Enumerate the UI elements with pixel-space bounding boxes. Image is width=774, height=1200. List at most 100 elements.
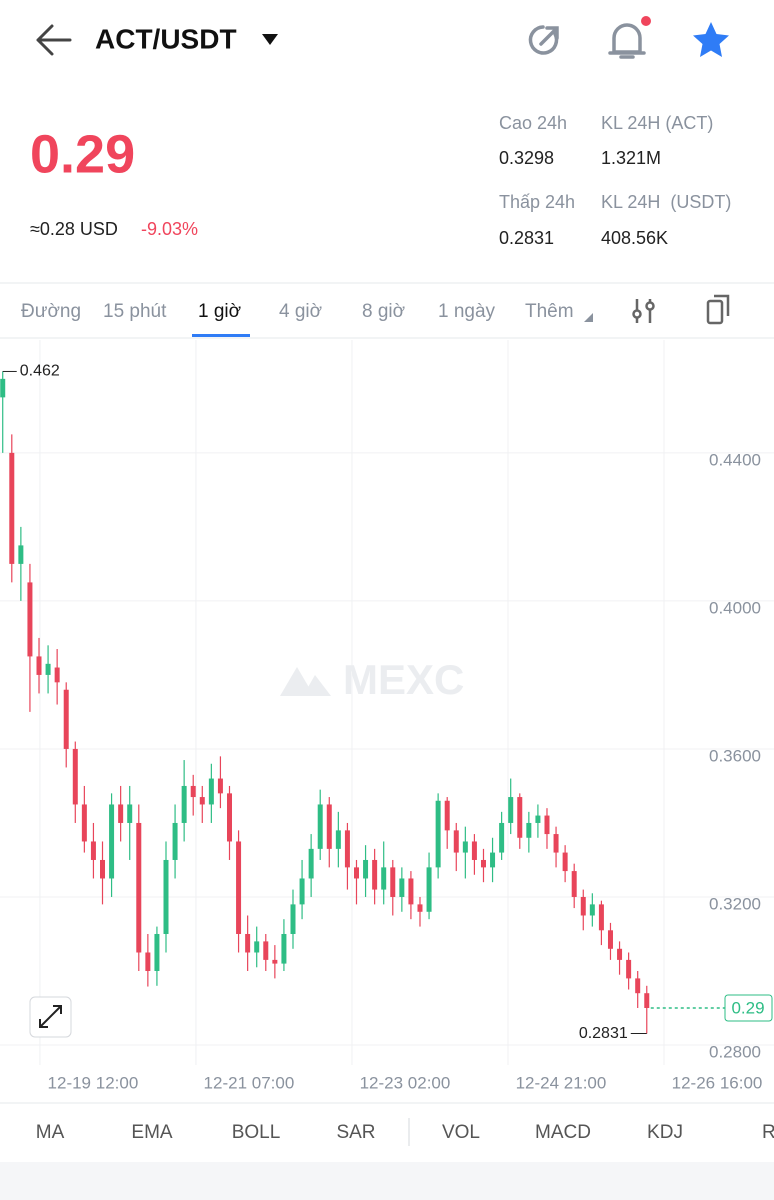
settings-button[interactable] xyxy=(632,299,655,323)
candle-body xyxy=(635,978,641,994)
candle-body xyxy=(517,797,523,838)
share-button[interactable] xyxy=(528,25,559,55)
x-tick-label: 12-19 12:00 xyxy=(48,1073,139,1092)
candle-body xyxy=(453,830,459,853)
candle-body xyxy=(272,959,278,964)
indicator-tab[interactable]: VOL xyxy=(442,1122,480,1143)
active-tab-underline xyxy=(192,334,250,337)
last-price: 0.29 xyxy=(30,124,135,184)
candle-body xyxy=(54,667,60,683)
alert-button[interactable] xyxy=(608,16,651,59)
candle-body xyxy=(535,815,541,823)
candle-body xyxy=(136,822,142,953)
candle-body xyxy=(281,933,287,964)
candle-body xyxy=(499,822,505,853)
y-tick-label: 0.3200 xyxy=(709,894,761,913)
y-tick-label: 0.4000 xyxy=(709,598,761,617)
candle-body xyxy=(480,859,486,868)
candle-body xyxy=(589,904,595,916)
timeframe-tab[interactable]: 1 giờ xyxy=(198,301,241,322)
candle-body xyxy=(417,904,423,912)
candle-body xyxy=(326,804,332,849)
high-marker-label: 0.462 xyxy=(20,363,60,380)
candle-body xyxy=(299,878,305,905)
candle-body xyxy=(199,797,205,805)
candle-body xyxy=(181,785,187,823)
stat-value: 1.321M xyxy=(601,148,661,168)
candle-body xyxy=(163,859,169,934)
expand-button[interactable] xyxy=(29,996,72,1038)
candle-body xyxy=(145,952,151,971)
candle-body xyxy=(381,867,387,890)
candle-body xyxy=(81,804,87,842)
candle-body xyxy=(390,867,396,897)
candle-body xyxy=(508,797,514,823)
x-tick-label: 12-23 02:00 xyxy=(360,1073,451,1092)
stat-label: KL 24H (USDT) xyxy=(601,192,731,212)
candle-body xyxy=(190,785,196,798)
stat-label: Thấp 24h xyxy=(499,192,575,212)
y-tick-label: 0.2800 xyxy=(709,1042,761,1061)
candle-body xyxy=(317,804,323,849)
candle-body xyxy=(0,378,6,398)
pair-title[interactable]: ACT/USDT xyxy=(95,23,237,54)
candle-body xyxy=(598,904,604,931)
favorite-button[interactable] xyxy=(693,22,729,57)
candle-body xyxy=(9,452,15,564)
indicator-tab[interactable]: MACD xyxy=(535,1122,591,1143)
candle-body xyxy=(308,848,314,879)
candle-body xyxy=(217,778,223,794)
timeframe-tab[interactable]: Thêm xyxy=(525,301,574,322)
candle-body xyxy=(444,800,450,831)
candle-body xyxy=(372,859,378,890)
candle-body xyxy=(644,993,650,1009)
indicator-tab[interactable]: EMA xyxy=(131,1122,173,1143)
timeframe-tab[interactable]: 1 ngày xyxy=(438,301,496,322)
timeframe-tabs: Đường 15 phút 1 giờ 4 giờ 8 giờ 1 ngày Thêm xyxy=(21,301,574,337)
candle-body xyxy=(562,852,568,872)
candle-body xyxy=(236,841,242,934)
candle-body xyxy=(245,933,251,953)
footer-bar xyxy=(0,1162,774,1200)
stat-label: Cao 24h xyxy=(499,113,567,133)
candle-body xyxy=(353,867,359,879)
candle-body xyxy=(45,663,51,675)
timeframe-tab[interactable]: 8 giờ xyxy=(362,301,405,322)
candle-body xyxy=(617,948,623,960)
stat-label: KL 24H (ACT) xyxy=(601,113,713,133)
candle-body xyxy=(90,841,96,860)
watermark xyxy=(280,667,331,696)
indicator-tab[interactable]: MA xyxy=(36,1122,65,1143)
candle-body xyxy=(408,878,414,905)
stat-value: 0.3298 xyxy=(499,148,554,168)
low-marker-label: 0.2831 xyxy=(579,1025,628,1042)
timeframe-tab[interactable]: Đường xyxy=(21,301,81,322)
timeframe-tab[interactable]: 15 phút xyxy=(103,301,167,322)
candle-body xyxy=(426,867,432,912)
timeframe-tab[interactable]: 4 giờ xyxy=(279,301,322,322)
candle-body xyxy=(363,859,369,879)
candle-body xyxy=(399,878,405,897)
candle-body xyxy=(208,778,214,805)
pair-dropdown[interactable] xyxy=(262,34,278,45)
candle-body xyxy=(226,793,232,842)
candle-body xyxy=(526,822,532,838)
candle-body xyxy=(335,830,341,849)
indicator-tab[interactable]: BOLL xyxy=(232,1122,281,1143)
candle-body xyxy=(571,871,577,897)
back-button[interactable] xyxy=(36,24,72,56)
candle-body xyxy=(435,800,441,868)
candle-body xyxy=(290,904,296,934)
stat-value: 408.56K xyxy=(601,228,668,248)
candle-body xyxy=(18,545,24,564)
usd-price: ≈0.28 USD xyxy=(30,219,118,239)
indicator-tab[interactable]: KDJ xyxy=(647,1122,683,1143)
candle-body xyxy=(490,852,496,868)
layout-button[interactable] xyxy=(706,294,730,325)
stat-value: 0.2831 xyxy=(499,228,554,248)
indicator-tab[interactable]: SAR xyxy=(336,1122,375,1143)
indicator-tab[interactable]: RS xyxy=(762,1122,774,1143)
more-caret xyxy=(584,313,593,322)
watermark-text: MEXC xyxy=(343,656,464,703)
